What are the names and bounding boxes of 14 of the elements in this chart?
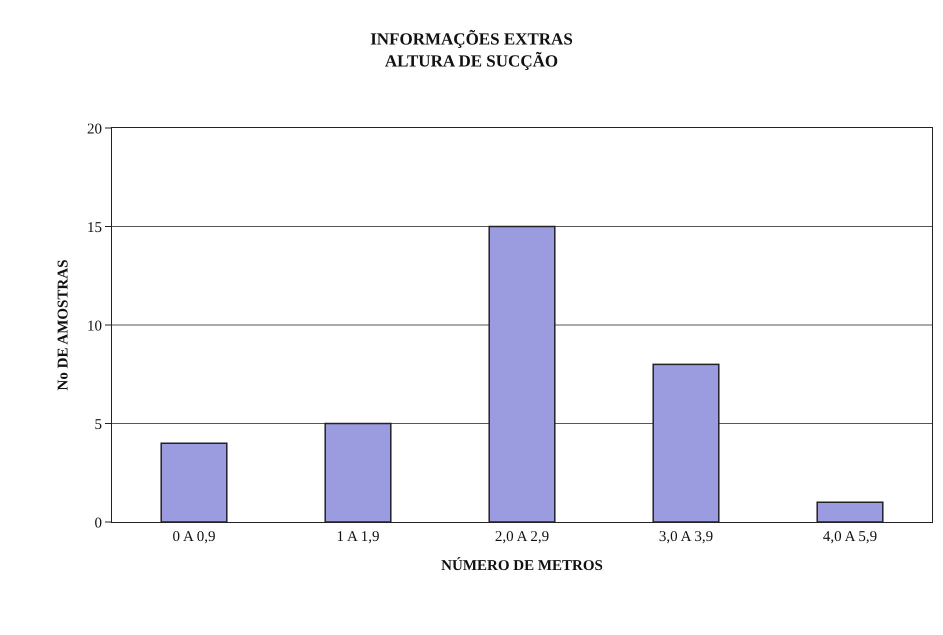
y-tick-label: 15 [87, 220, 102, 236]
x-tick-label: 0 A 0,9 [172, 529, 216, 545]
y-tick-label: 20 [87, 121, 102, 138]
x-tick-label: 1 A 1,9 [336, 529, 380, 545]
x-tick-label: 2,0 A 2,9 [494, 529, 550, 545]
y-tick-label: 10 [87, 318, 102, 334]
x-axis-title: NÚMERO DE METROS [441, 557, 603, 574]
x-tick-label: 4,0 A 5,9 [822, 529, 878, 545]
x-tick-label: 3,0 A 3,9 [658, 529, 714, 545]
y-axis-title: No DE AMOSTRAS [55, 260, 72, 390]
y-tick-label: 0 [94, 515, 102, 532]
chart-subtitle: ALTURA DE SUCÇÃO [384, 52, 558, 71]
chart-title: INFORMAÇÕES EXTRAS [370, 29, 573, 48]
y-tick-label: 5 [94, 416, 102, 433]
